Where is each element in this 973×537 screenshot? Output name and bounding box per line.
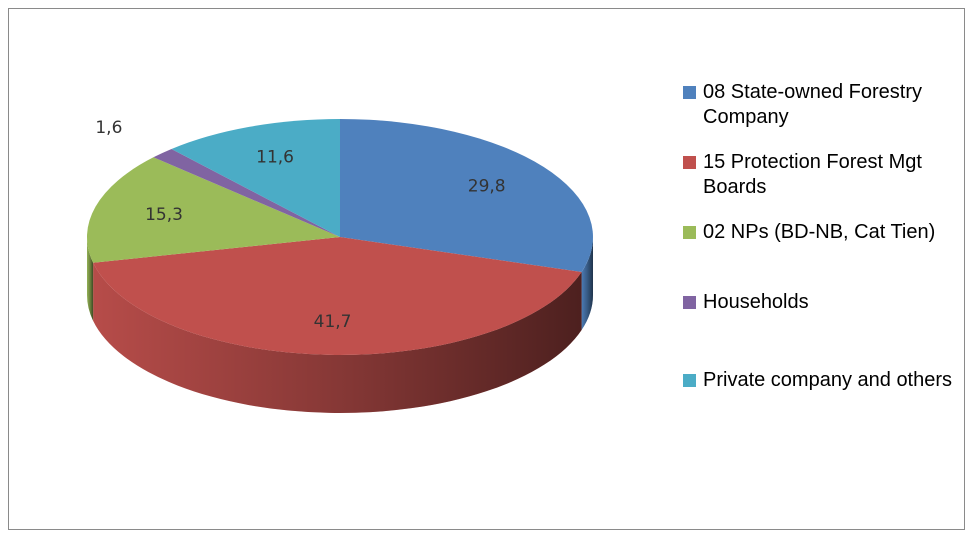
legend-item: 08 State-owned Forestry Company (683, 80, 953, 130)
data-label: 41,7 (314, 312, 352, 332)
data-label: 11,6 (256, 148, 294, 168)
legend-label: Households (703, 291, 809, 313)
slice-side-shade (581, 237, 593, 331)
data-label: 15,3 (145, 205, 183, 225)
slice (153, 148, 340, 237)
slice (340, 119, 593, 273)
legend-item: 15 Protection Forest Mgt Boards (683, 150, 953, 200)
slice-side-shade (93, 262, 582, 414)
slice (86, 157, 340, 263)
data-label: 29,8 (468, 177, 506, 197)
legend-item: Households (683, 290, 953, 315)
slice (171, 119, 340, 237)
legend-label: 02 NPs (BD-NB, Cat Tien) (703, 221, 936, 243)
chart-frame (8, 8, 965, 530)
legend-label: 15 Protection Forest Mgt Boards (703, 151, 922, 198)
legend-item: Private company and others (683, 368, 953, 393)
legend-item: 02 NPs (BD-NB, Cat Tien) (683, 220, 953, 245)
legend-label: Private company and others (703, 369, 953, 391)
legend-swatch (683, 156, 696, 169)
slice (93, 237, 582, 355)
data-label: 1,6 (95, 118, 122, 138)
legend-label: 08 State-owned Forestry Company (703, 81, 922, 128)
slice-side-shade (87, 237, 94, 321)
legend-swatch (683, 226, 696, 239)
legend-swatch (683, 296, 696, 309)
legend-swatch (683, 374, 696, 387)
legend-swatch (683, 86, 696, 99)
